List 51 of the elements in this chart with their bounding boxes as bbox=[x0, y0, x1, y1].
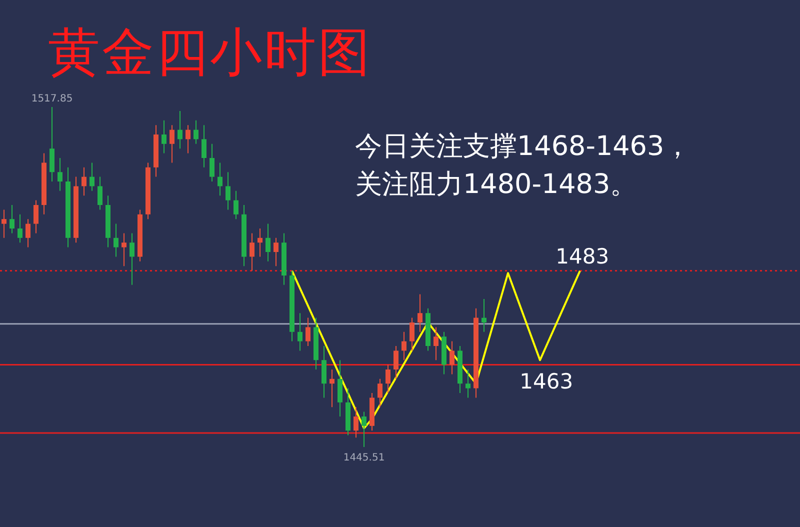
candlestick bbox=[50, 106, 54, 182]
candlestick bbox=[266, 223, 270, 262]
candlestick bbox=[82, 166, 86, 196]
candlestick bbox=[98, 176, 102, 210]
candlestick bbox=[466, 368, 470, 398]
annotation: 关注阻力1480-1483。 bbox=[355, 168, 638, 202]
text: 1517.85 bbox=[31, 94, 73, 105]
candlestick bbox=[226, 172, 230, 210]
candlestick bbox=[58, 157, 62, 192]
candlestick bbox=[234, 190, 238, 220]
candlestick bbox=[378, 378, 382, 408]
candlestick bbox=[114, 223, 118, 258]
text: 1445.51 bbox=[343, 452, 385, 464]
candlestick bbox=[338, 360, 342, 417]
candlestick bbox=[258, 228, 262, 258]
candlestick bbox=[186, 124, 190, 154]
candlestick bbox=[402, 331, 406, 361]
candlestick bbox=[450, 340, 454, 375]
candlestick bbox=[34, 200, 38, 234]
candlestick bbox=[170, 124, 174, 164]
annotation: 今日关注支撑1468-1463， bbox=[355, 130, 692, 164]
candlestick bbox=[418, 294, 422, 332]
candlestick bbox=[162, 120, 166, 154]
candlestick bbox=[322, 345, 326, 398]
candlestick bbox=[122, 232, 126, 267]
candlestick bbox=[410, 317, 414, 352]
candlestick bbox=[298, 312, 302, 352]
candlestick bbox=[394, 345, 398, 380]
candlestick bbox=[482, 298, 486, 332]
candlestick bbox=[250, 232, 254, 272]
chart-title: 黄金四小时图 bbox=[48, 24, 372, 84]
candlestick bbox=[434, 326, 438, 361]
candlestick bbox=[362, 411, 366, 448]
candlestick bbox=[210, 143, 214, 182]
candlestick bbox=[130, 232, 134, 286]
candlestick bbox=[330, 368, 334, 408]
candlestick bbox=[202, 124, 206, 168]
candlestick bbox=[26, 218, 30, 248]
candlestick bbox=[18, 214, 22, 244]
candlestick bbox=[354, 406, 358, 438]
ref-line-label: 1483 bbox=[556, 244, 610, 269]
candlestick bbox=[194, 120, 198, 144]
candlestick bbox=[386, 364, 390, 394]
candlestick bbox=[90, 162, 94, 192]
candlestick bbox=[2, 209, 6, 238]
candlestick bbox=[218, 162, 222, 196]
ref-line-label: 1463 bbox=[520, 370, 574, 394]
candlestick bbox=[178, 110, 182, 150]
candlestick bbox=[10, 204, 14, 234]
candlestick bbox=[274, 237, 278, 267]
candlestick bbox=[306, 317, 310, 346]
